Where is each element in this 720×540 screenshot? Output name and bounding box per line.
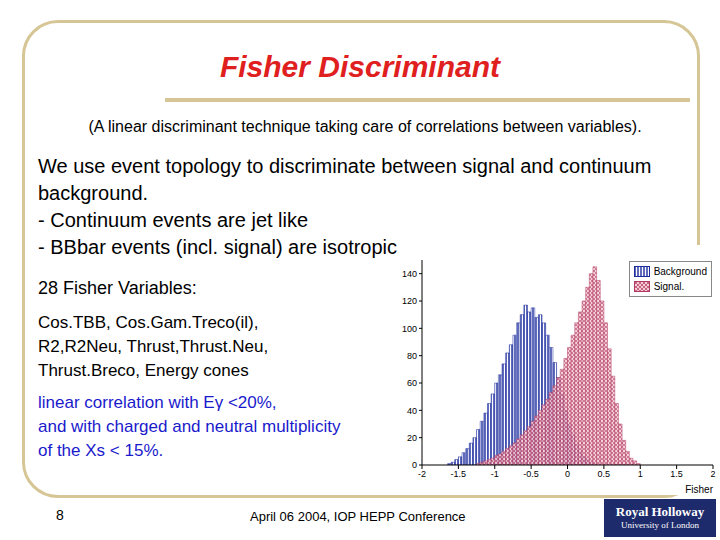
svg-text:60: 60 bbox=[407, 378, 417, 388]
html-text:8: 8 bbox=[56, 507, 64, 523]
html-text:Fisher Discriminant: Fisher Discriminant bbox=[220, 50, 500, 83]
html-text:Cos.TBB, Cos.Gam.Treco(il),: Cos.TBB, Cos.Gam.Treco(il), bbox=[38, 313, 259, 332]
html-text:(A linear discriminant techniq: (A linear discriminant technique taking … bbox=[88, 118, 642, 135]
svg-text:Fisher: Fisher bbox=[685, 484, 712, 495]
svg-text:2: 2 bbox=[710, 469, 712, 479]
svg-text:20: 20 bbox=[407, 433, 417, 443]
html-text:- Continuum events are jet lik: - Continuum events are jet like bbox=[38, 209, 309, 231]
svg-text:1.5: 1.5 bbox=[670, 469, 683, 479]
html-text:background.: background. bbox=[38, 182, 149, 204]
html-text:We use event topology to discr: We use event topology to discriminate be… bbox=[38, 155, 652, 177]
html-text:April 06 2004, IOP HEPP Confer: April 06 2004, IOP HEPP Conference bbox=[250, 509, 466, 524]
svg-text:0.5: 0.5 bbox=[598, 469, 611, 479]
html-text:and with charged and neutral m: and with charged and neutral multiplicit… bbox=[38, 417, 341, 436]
html-text:linear correlation with Eγ <20: linear correlation with Eγ <20%, bbox=[38, 393, 277, 412]
svg-text:100: 100 bbox=[402, 324, 417, 334]
html-text:28 Fisher Variables:: 28 Fisher Variables: bbox=[38, 278, 197, 298]
html-text:Royal Holloway: Royal Holloway bbox=[615, 504, 705, 519]
svg-text:-1: -1 bbox=[491, 469, 499, 479]
html-text:Background: Background bbox=[653, 266, 707, 277]
svg-text:40: 40 bbox=[407, 406, 417, 416]
svg-text:1: 1 bbox=[638, 469, 643, 479]
svg-text:0: 0 bbox=[565, 469, 570, 479]
svg-text:-0.5: -0.5 bbox=[523, 469, 539, 479]
svg-text:120: 120 bbox=[402, 296, 417, 306]
svg-text:-2: -2 bbox=[418, 469, 426, 479]
svg-text:-1.5: -1.5 bbox=[451, 469, 467, 479]
svg-text:0: 0 bbox=[412, 460, 417, 470]
html-text:Thrust.Breco, Energy cones: Thrust.Breco, Energy cones bbox=[38, 361, 249, 380]
html-text:Signal.: Signal. bbox=[653, 281, 685, 292]
html-text:of the Xs < 15%.: of the Xs < 15%. bbox=[38, 441, 164, 460]
svg-text:140: 140 bbox=[402, 269, 417, 279]
html-text:University of London: University of London bbox=[621, 520, 699, 530]
html-text:- BBbar events (incl. signal): - BBbar events (incl. signal) are isotro… bbox=[38, 236, 397, 258]
svg-text:80: 80 bbox=[407, 351, 417, 361]
html-text:R2,R2Neu, Thrust,Thrust.Neu,: R2,R2Neu, Thrust,Thrust.Neu, bbox=[38, 337, 269, 356]
